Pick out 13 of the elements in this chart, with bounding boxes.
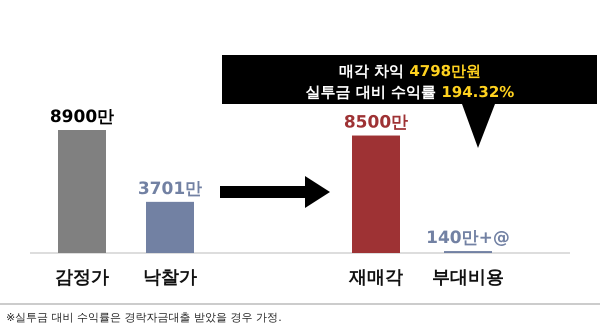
text: 4798만원 bbox=[409, 62, 482, 80]
text: 194.32% bbox=[441, 83, 514, 101]
x-tick-label: 낙찰가 bbox=[143, 267, 197, 288]
x-tick-label: 재매각 bbox=[348, 267, 403, 288]
data-label: 140만+@ bbox=[426, 228, 510, 248]
data-label: 8500만 bbox=[344, 112, 408, 133]
text: 매각 차익 bbox=[338, 62, 410, 80]
data-label: 3701만 bbox=[138, 178, 202, 199]
text: 실투금 대비 수익률 bbox=[306, 83, 442, 101]
x-tick-label: 감정가 bbox=[55, 267, 109, 288]
text: ※실투금 대비 수익률은 경락자금대출 받았을 경우 가정. bbox=[6, 311, 282, 324]
x-tick-label: 부대비용 bbox=[432, 267, 504, 288]
data-label: 8900만 bbox=[50, 107, 114, 127]
